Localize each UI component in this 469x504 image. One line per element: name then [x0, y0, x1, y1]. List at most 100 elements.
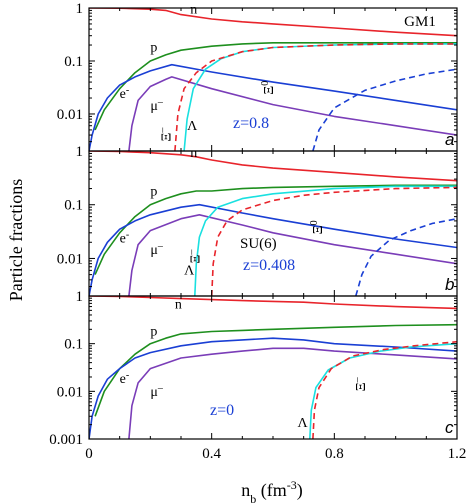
curve-label-sup: - [126, 229, 129, 240]
curve-label-text: Ξ [354, 382, 369, 391]
curve-xi_zero-a [312, 68, 457, 151]
y-tick-label: 0.1 [64, 198, 83, 214]
curve-label-text: p [150, 324, 157, 339]
curve-label-sup: 0 [260, 81, 271, 86]
curve-mu-b [128, 214, 457, 296]
curve-label-text: n [190, 146, 197, 161]
curve-label-text: n [190, 3, 197, 18]
curve-label-xi_minus: Ξ– [352, 376, 370, 391]
curve-label-sup: - [126, 369, 129, 380]
curve-label-text: e [120, 372, 126, 387]
curve-label-lambda: Λ [298, 416, 309, 431]
y-axis-title: Particle fractions [6, 179, 26, 301]
curve-label-xi_minus: Ξ– [186, 249, 204, 264]
curve-label-mu: μ– [150, 382, 164, 400]
curve-label-text: p [150, 184, 157, 199]
curve-p-a [94, 42, 457, 131]
y-tick-label: 0.1 [64, 337, 83, 353]
panel-letter: b [445, 275, 454, 294]
panel-letter: c [445, 418, 454, 437]
curve-label-p: p [150, 324, 157, 339]
curve-lambda-a [183, 43, 457, 151]
curves-b [89, 151, 457, 296]
curve-label-lambda: Λ [184, 264, 195, 279]
curve-label-text: e [120, 87, 126, 102]
curve-n-b [89, 151, 457, 182]
curve-label-lambda: Λ [187, 119, 198, 134]
curve-label-sup: - [126, 85, 129, 96]
curve-label-text: Ξ [262, 86, 277, 95]
curve-e-b [89, 203, 457, 296]
x-axis-title-close: ) [297, 480, 303, 501]
y-tick-label: 0.01 [57, 107, 83, 123]
curve-n-a [89, 8, 457, 37]
curve-lambda-b [194, 185, 457, 296]
curve-label-sup: – [157, 127, 168, 134]
y-tick-label: 1 [76, 289, 84, 305]
y-tick-label: 1 [76, 144, 84, 160]
x-tick-label: 1.2 [448, 446, 467, 462]
x-axis-title-exp: -3 [287, 478, 297, 492]
z-value-label: z=0.408 [243, 257, 295, 274]
curve-label-text: Λ [298, 416, 309, 431]
curve-label-sup: – [157, 382, 164, 393]
curve-label-e: e- [120, 369, 130, 387]
x-axis-title-unit: (fm [256, 480, 287, 501]
curve-label-text: Ξ [159, 133, 174, 142]
curve-label-xi_zero: Ξ0 [260, 81, 278, 95]
curve-label-text: Ξ [188, 255, 203, 264]
curve-p-b [94, 184, 457, 275]
curve-label-sup: 0 [309, 220, 320, 225]
x-tick-label: 0.8 [325, 446, 344, 462]
curve-xi_minus-b [210, 186, 457, 296]
curve-label-text: Λ [187, 119, 198, 134]
curve-xi_zero-b [355, 217, 457, 296]
model-label: SU(6) [240, 236, 277, 252]
model-label: GM1 [404, 14, 436, 30]
curve-label-text: n [175, 297, 182, 312]
curve-label-p: p [150, 184, 157, 199]
curve-label-text: e [120, 231, 126, 246]
x-tick-label: 0.4 [202, 446, 221, 462]
panel-frame [88, 150, 458, 297]
x-axis-title: nb (fm-3) [241, 478, 303, 504]
curve-label-text: μ [150, 99, 158, 114]
panels: 10.10.01npe-μ–ΛΞ–Ξ0z=0.8GM1a10.10.01npe-… [49, 1, 466, 462]
curve-label-p: p [150, 41, 157, 56]
curve-e-c [89, 337, 457, 439]
curves-c [89, 296, 457, 439]
y-tick-label: 1 [76, 1, 84, 17]
curve-label-text: Λ [184, 264, 195, 279]
x-axis-title-sub: b [250, 492, 256, 504]
curve-label-sup: – [157, 241, 164, 252]
curve-label-mu: μ– [150, 96, 164, 114]
curve-xi_minus-a [174, 43, 457, 151]
curve-label-n: n [175, 297, 182, 312]
curve-label-text: μ [150, 385, 158, 400]
curve-label-text: μ [150, 243, 158, 258]
curve-mu-c [128, 347, 457, 439]
curve-label-mu: μ– [150, 241, 164, 259]
curve-label-n: n [190, 146, 197, 161]
curve-label-sup: – [186, 249, 197, 256]
curve-label-sup: – [157, 96, 164, 107]
curve-label-sup: – [352, 376, 363, 383]
curve-label-text: Ξ [311, 225, 326, 234]
curve-label-e: e- [120, 85, 130, 103]
curve-xi_minus-c [312, 340, 457, 439]
curve-label-n: n [190, 3, 197, 18]
curves-a [89, 8, 457, 151]
curve-n-c [89, 296, 457, 310]
x-tick-label: 0 [85, 446, 93, 462]
y-tick-label: 0.001 [49, 432, 83, 448]
curve-label-text: p [150, 41, 157, 56]
curve-mu-a [128, 76, 457, 151]
y-tick-label: 0.01 [57, 384, 83, 400]
x-axis-title-main: n [241, 480, 250, 500]
curve-e-a [89, 63, 457, 151]
z-value-label: z=0 [210, 402, 234, 419]
